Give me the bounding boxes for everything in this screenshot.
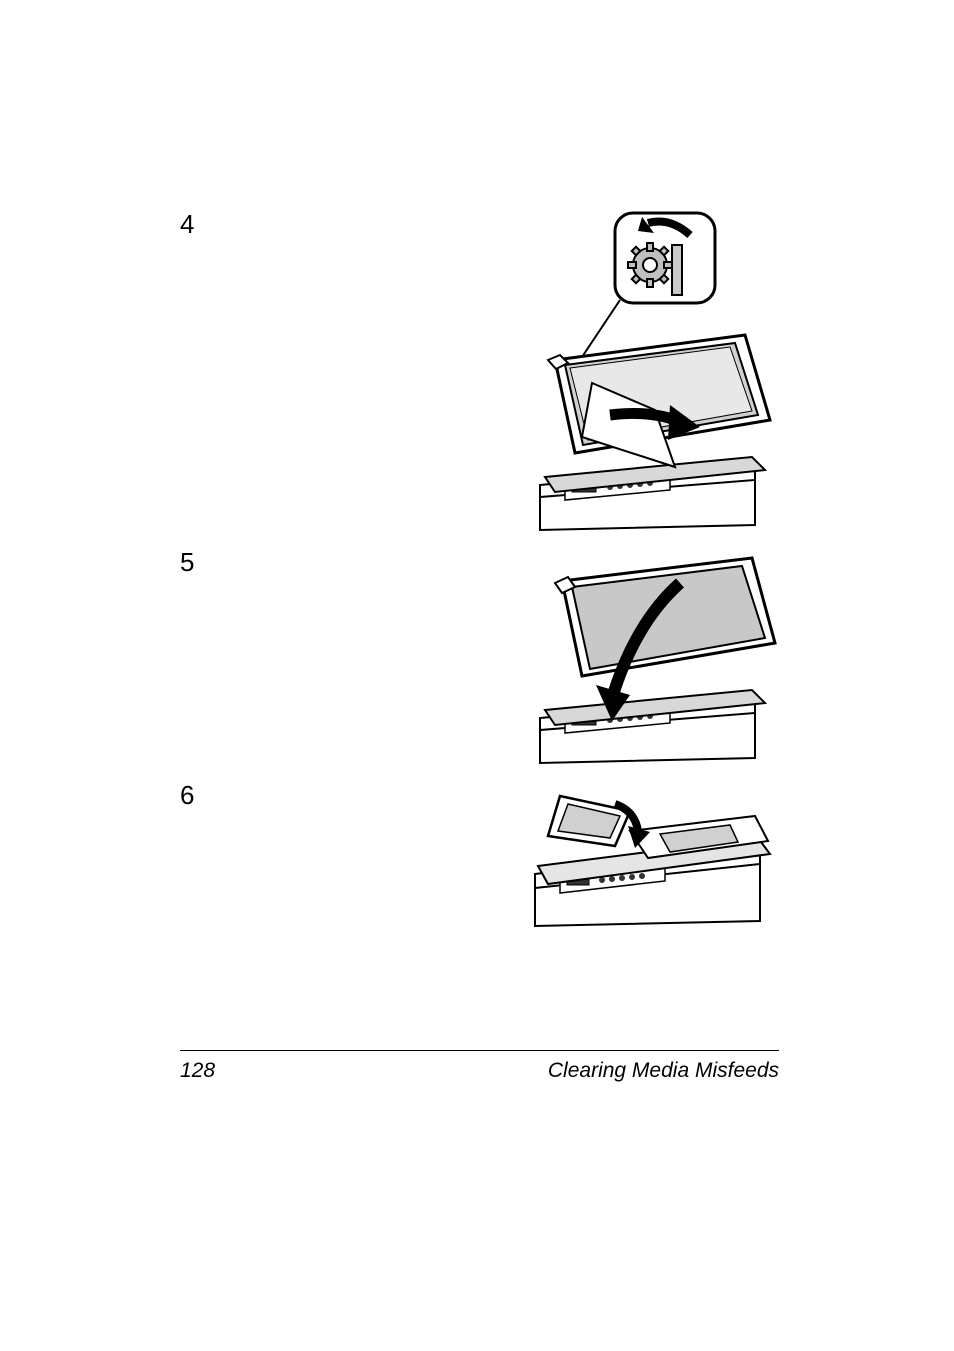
step-number: 6 [180,776,240,808]
step-illustration [240,543,780,768]
footer-divider [180,1050,779,1051]
step-4: 4 [180,205,780,535]
step-number: 4 [180,205,240,237]
printer-close-adf-illustration [520,776,780,931]
manual-page: 4 [0,0,954,1351]
page-footer: 128 Clearing Media Misfeeds [180,1059,779,1083]
step-5: 5 [180,543,780,768]
section-title: Clearing Media Misfeeds [548,1059,779,1083]
step-6: 6 [180,776,780,931]
step-number: 5 [180,543,240,575]
printer-close-lid-illustration [520,543,780,768]
steps-column: 4 [180,205,780,939]
page-number: 128 [180,1059,215,1083]
step-illustration [240,205,780,535]
printer-remove-paper-illustration [520,205,780,535]
step-illustration [240,776,780,931]
